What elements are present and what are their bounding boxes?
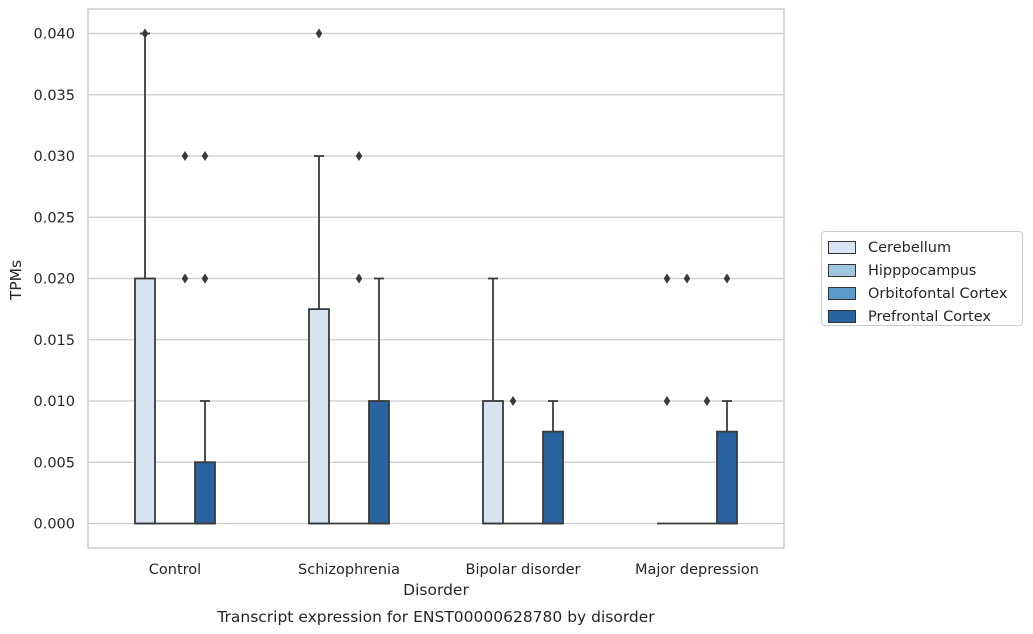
y-tick-label: 0.005 [33,455,75,471]
legend-swatch [828,264,856,277]
x-axis-ticks: Control Schizophrenia Bipolar disorder Majo… [149,562,759,578]
y-tick-label: 0.030 [33,149,75,165]
box-body [482,400,504,525]
outlier-point [703,396,711,406]
outlier-point [201,151,209,161]
box-orbitofontal-cortex [349,151,369,525]
legend-swatch [828,287,856,300]
box-prefrontal-cortex [194,151,216,525]
box-cerebellum [482,277,504,525]
y-tick-label: 0.010 [33,394,75,410]
y-tick-label: 0.035 [33,88,75,104]
chart-legend: Cerebellum Hipppocampus Orbitofontal Corte… [821,231,1023,326]
outlier-point [181,273,189,284]
outlier-point [355,151,363,161]
box-prefrontal-cortex [542,400,564,525]
box-body [194,461,216,525]
y-tick-label: 0.000 [33,517,75,533]
legend-label: Prefrontal Cortex [868,308,991,325]
box-plot-area [134,28,738,525]
box-hipppocampus [503,396,523,525]
box-body [368,400,390,525]
x-tick-label: Major depression [635,562,759,578]
outlier-point [663,273,671,284]
legend-item: Orbitofontal Cortex [822,282,1022,305]
outlier-point [683,273,691,284]
outlier-point [181,151,189,161]
legend-item: Cerebellum [822,236,1022,259]
gridlines [88,32,784,525]
box-prefrontal-cortex [716,273,738,525]
outlier-point [201,273,209,284]
box-hipppocampus [677,273,697,525]
outlier-point [663,396,671,406]
outlier-point [141,28,149,39]
x-tick-label: Bipolar disorder [466,562,581,578]
box-body [716,430,738,525]
box-orbitofontal-cortex [697,396,717,525]
legend-swatch [828,310,856,323]
x-tick-label: Schizophrenia [298,562,400,578]
box-cerebellum [308,28,330,525]
legend-label: Orbitofontal Cortex [868,285,1008,302]
box-body [308,308,330,525]
legend-swatch [828,241,856,254]
outlier-point [355,273,363,284]
legend-item: Prefrontal Cortex [822,305,1022,328]
box-prefrontal-cortex [368,277,390,525]
y-axis-ticks: 0.000 0.005 0.010 0.015 0.020 0.025 0.030 0.035… [33,27,75,533]
legend-item: Hipppocampus [822,259,1022,282]
y-tick-label: 0.015 [33,333,75,349]
plot-frame [87,8,785,549]
box-cerebellum [134,28,156,525]
x-tick-label: Control [149,562,201,578]
box-body [542,430,564,525]
chart-title: Transcript expression for ENST0000062878… [216,608,655,626]
y-tick-label: 0.040 [33,27,75,43]
y-axis-label: TPMs [7,260,25,301]
outlier-point [723,273,731,284]
y-tick-label: 0.025 [33,210,75,226]
x-axis-label: Disorder [403,581,469,599]
box-body [134,277,156,525]
box-cerebellum [657,273,677,525]
legend-label: Hipppocampus [868,262,977,279]
box-orbitofontal-cortex [175,151,195,525]
outlier-point [315,28,323,39]
legend-label: Cerebellum [868,239,952,256]
outlier-point [509,396,517,406]
y-tick-label: 0.020 [33,272,75,288]
